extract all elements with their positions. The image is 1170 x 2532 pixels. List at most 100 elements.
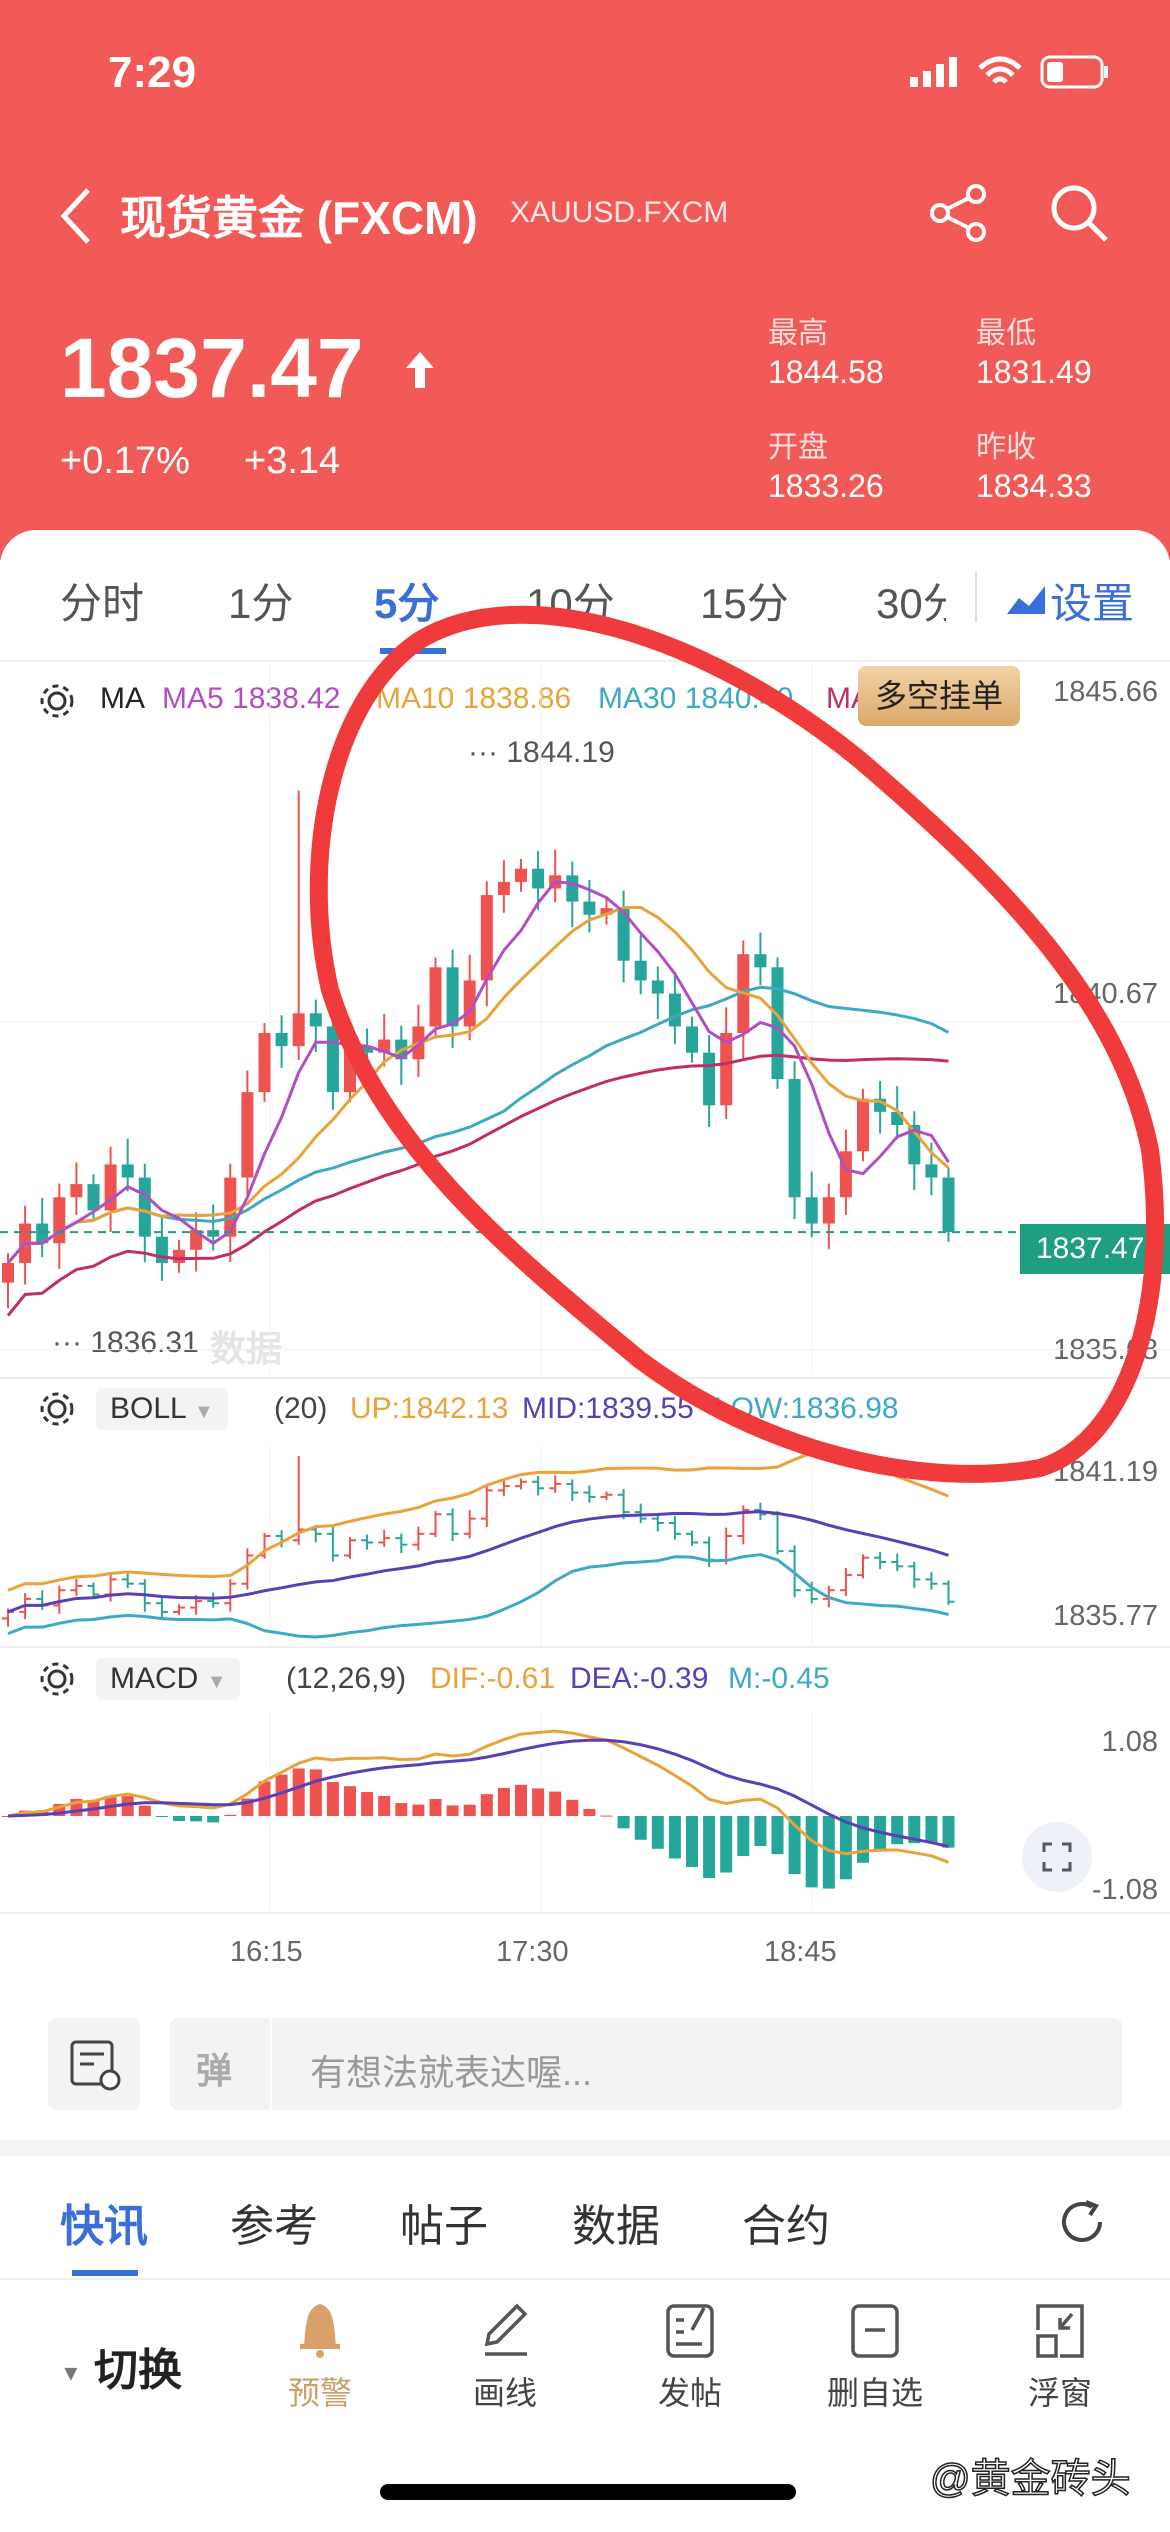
boll-selector[interactable]: BOLL ▼: [96, 1388, 228, 1430]
home-indicator: [380, 2484, 796, 2500]
macd-histogram-bar: [173, 1816, 185, 1821]
macd-name: MACD: [110, 1662, 199, 1695]
boll-chart[interactable]: [0, 1445, 1170, 1645]
macd-histogram-bar: [891, 1816, 904, 1845]
watermark-text: @黄金砖头: [929, 2456, 1131, 2502]
tab-divider: [975, 572, 977, 622]
low-label: 最低: [976, 317, 1036, 350]
candle-body: [2, 1262, 14, 1283]
macd-histogram-bar: [207, 1816, 220, 1823]
news-tab-posts[interactable]: 帖子: [400, 2202, 488, 2251]
news-tab-reference[interactable]: 参考: [230, 2202, 318, 2251]
candle-body: [532, 868, 545, 889]
tab-1min[interactable]: 1分: [228, 580, 294, 627]
share-icon[interactable]: [928, 182, 990, 244]
low-value: 1831.49: [976, 354, 1092, 390]
candle-body: [173, 1249, 185, 1263]
fullscreen-button[interactable]: [1022, 1822, 1092, 1892]
divider: [270, 2018, 272, 2110]
candle-body: [942, 1177, 955, 1233]
macd-histogram-bar: [600, 1815, 613, 1817]
draw-line-button[interactable]: 画线: [445, 2300, 565, 2414]
candle-body: [668, 993, 681, 1027]
wifi-icon: [978, 56, 1022, 84]
tab-15min[interactable]: 15分: [700, 580, 789, 627]
high-label: 最高: [768, 317, 828, 350]
tab-timeshare[interactable]: 分时: [60, 580, 145, 627]
macd-histogram-bar: [925, 1816, 938, 1843]
switch-label: 切换: [94, 2346, 183, 2395]
macd-selector[interactable]: MACD ▼: [96, 1658, 241, 1700]
fullscreen-icon: [1042, 1842, 1072, 1872]
candle-body: [566, 875, 579, 902]
candle-body: [70, 1184, 83, 1198]
macd-histogram-bar: [515, 1784, 527, 1816]
settings-button[interactable]: 设置: [1050, 580, 1135, 627]
candle-body: [686, 1026, 698, 1053]
macd-histogram-bar: [822, 1816, 835, 1889]
ma-label[interactable]: MA: [100, 682, 145, 715]
signal-icon: [910, 57, 957, 87]
divider: [0, 2278, 1170, 2280]
news-tab-data[interactable]: 数据: [572, 2202, 660, 2251]
candle-body: [207, 1230, 220, 1237]
macd-histogram-bar: [463, 1804, 476, 1816]
news-tab-contracts[interactable]: 合约: [742, 2202, 830, 2251]
boll-up: UP:1842.13: [350, 1392, 509, 1425]
macd-histogram-bar: [480, 1794, 493, 1816]
notes-button[interactable]: [48, 2018, 140, 2110]
macd-histogram-bar: [771, 1816, 784, 1855]
macd-histogram-bar: [686, 1816, 698, 1868]
tab-10min[interactable]: 10分: [526, 580, 615, 627]
candle-body: [583, 901, 596, 915]
alert-button[interactable]: 预警: [260, 2300, 380, 2414]
macd-histogram-bar: [566, 1799, 579, 1816]
time-label: 18:45: [764, 1936, 837, 1968]
remove-watchlist-label: 删自选: [826, 2375, 923, 2411]
macd-histogram-bar: [378, 1795, 391, 1816]
macd-histogram-bar: [720, 1816, 733, 1873]
comment-input[interactable]: 弹 有想法就表达喔...: [170, 2018, 1122, 2110]
open-value: 1833.26: [768, 468, 884, 504]
macd-dea: DEA:-0.39: [570, 1662, 709, 1695]
status-icons: [910, 55, 1110, 89]
remove-watchlist-button[interactable]: 删自选: [815, 2300, 935, 2414]
float-window-button[interactable]: 浮窗: [1000, 2300, 1120, 2414]
gear-icon[interactable]: [36, 1658, 78, 1700]
search-icon[interactable]: [1048, 182, 1110, 244]
instrument-title: 现货黄金 (FXCM): [120, 192, 478, 244]
macd-histogram-bar: [429, 1798, 442, 1816]
refresh-icon[interactable]: [1056, 2196, 1108, 2248]
candle-body: [754, 954, 767, 968]
macd-histogram-bar: [292, 1768, 305, 1816]
macd-histogram-bar: [737, 1816, 750, 1857]
macd-y-bottom: -1.08: [1091, 1874, 1158, 1906]
macd-chart[interactable]: [0, 1711, 1170, 1911]
candle-body: [651, 980, 664, 994]
candle-body: [857, 1098, 869, 1152]
news-tab-flash[interactable]: 快讯: [60, 2202, 148, 2251]
post-icon: [666, 2304, 714, 2358]
post-label: 发帖: [657, 2375, 722, 2411]
back-icon[interactable]: [58, 186, 94, 246]
alert-label: 预警: [287, 2375, 352, 2411]
candle-body: [429, 967, 442, 1027]
boll-lower-line: [7, 1553, 949, 1639]
chart-settings-icon[interactable]: [1005, 582, 1049, 618]
candlestick-chart[interactable]: [0, 662, 1170, 1375]
post-button[interactable]: 发帖: [630, 2300, 750, 2414]
gear-icon[interactable]: [36, 680, 78, 722]
macd-histogram-bar: [754, 1816, 767, 1847]
candle-body: [480, 895, 493, 981]
tab-30min[interactable]: 30分: [876, 580, 946, 627]
macd-histogram-bar: [549, 1791, 562, 1816]
macd-histogram-bar: [634, 1816, 647, 1840]
bell-icon: [300, 2304, 340, 2358]
open-label: 开盘: [768, 431, 828, 464]
gear-icon[interactable]: [36, 1388, 78, 1430]
candle-body: [121, 1164, 134, 1178]
macd-dif: DIF:-0.61: [430, 1662, 556, 1695]
switch-button[interactable]: ▼ 切换: [60, 2334, 182, 2398]
tab-5min[interactable]: 5分: [374, 580, 440, 627]
candle-body: [703, 1052, 716, 1106]
